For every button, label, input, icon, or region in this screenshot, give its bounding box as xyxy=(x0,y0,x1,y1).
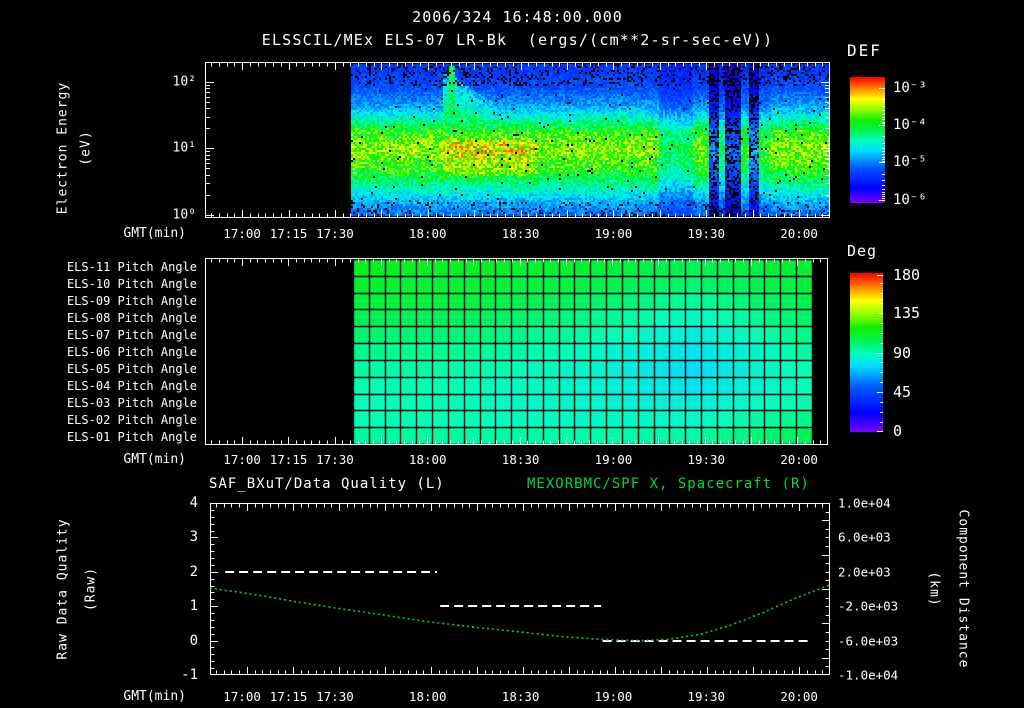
time-tick-label: 19:30 xyxy=(687,452,726,467)
pitch-row-label: ELS-06 Pitch Angle xyxy=(66,344,197,359)
energy-tick-label: 10⁰ xyxy=(172,207,196,223)
quality-tick-label: 3 xyxy=(189,529,198,546)
time-tick-label: 17:30 xyxy=(316,226,354,241)
deg-colorbar xyxy=(850,273,883,432)
pitch-row-label: ELS-05 Pitch Angle xyxy=(66,361,197,376)
time-tick-labels-bottom: 17:00 17:15 17:30 18:00 18:30 19:00 19:30 20:00 xyxy=(205,689,830,705)
spectrogram-ylabel: Electron Energy xyxy=(55,81,71,215)
time-tick-label: 17:00 xyxy=(223,452,261,467)
deg-colorbar-tick-label: 180 xyxy=(893,265,921,284)
time-tick-label: 17:00 xyxy=(223,226,261,241)
time-tick-label: 17:30 xyxy=(316,689,354,704)
pitch-row-label: ELS-09 Pitch Angle xyxy=(66,293,197,308)
deg-colorbar-title: Deg xyxy=(847,242,878,260)
deg-colorbar-tick-label: 135 xyxy=(893,303,921,322)
quality-tick-label: 1 xyxy=(189,598,198,615)
plot-subtitle: ELSSCIL/MEx ELS-07 LR-Bk (ergs/(cm**2-sr… xyxy=(261,31,774,49)
bottom-ylabel-right: Component Distance xyxy=(955,509,971,669)
def-colorbar-title: DEF xyxy=(847,41,882,60)
distance-tick-label: 2.0e+03 xyxy=(838,564,891,580)
time-tick-label: 18:30 xyxy=(501,689,540,704)
time-tick-label: 18:30 xyxy=(501,226,540,241)
time-tick-label: 17:15 xyxy=(269,452,308,467)
distance-tick-label: 6.0e+03 xyxy=(838,529,891,545)
pitch-row-label: ELS-04 Pitch Angle xyxy=(66,378,197,393)
energy-tick-label: 10¹ xyxy=(172,140,196,156)
bottom-title-right: MEXORBMC/SPF X, Spacecraft (R) xyxy=(527,476,810,492)
def-colorbar-tick-label: 10⁻⁶ xyxy=(893,191,927,208)
deg-colorbar-tick-label: 0 xyxy=(893,422,903,441)
deg-colorbar-tick-label: 90 xyxy=(893,343,912,362)
quality-tick-label: 4 xyxy=(189,495,198,511)
time-tick-label: 18:30 xyxy=(501,452,540,467)
gmt-axis-label-middle: GMT(min) xyxy=(123,452,186,467)
distance-tick-label: -6.0e+03 xyxy=(838,633,899,649)
time-tick-labels-middle: 17:00 17:15 17:30 18:00 18:30 19:00 19:30 20:00 xyxy=(205,452,830,468)
pitch-angle-grid-canvas xyxy=(205,258,828,445)
pitch-row-label: ELS-01 Pitch Angle xyxy=(66,429,197,444)
time-tick-labels-top: 17:00 17:15 17:30 18:00 18:30 19:00 19:30 20:00 xyxy=(205,226,830,242)
bottom-ylabel-right-units: (km) xyxy=(926,571,942,607)
bottom-left-tick-labels: 4 3 2 1 0 -1 xyxy=(148,495,198,683)
def-colorbar xyxy=(850,77,885,203)
def-colorbar-tick-labels: 10⁻³ 10⁻⁴ 10⁻⁵ 10⁻⁶ xyxy=(893,77,963,208)
page-title: 2006/324 16:48:00.000 xyxy=(412,8,623,26)
gmt-axis-label-bottom: GMT(min) xyxy=(123,689,186,704)
time-tick-label: 17:30 xyxy=(316,452,354,467)
deg-colorbar-tick-label: 45 xyxy=(893,383,912,402)
time-tick-label: 19:00 xyxy=(594,226,633,241)
energy-tick-label: 10² xyxy=(172,74,196,90)
pitch-row-label: ELS-10 Pitch Angle xyxy=(66,276,197,291)
def-colorbar-tick-label: 10⁻⁴ xyxy=(893,117,927,134)
time-tick-label: 20:00 xyxy=(780,689,818,704)
time-tick-label: 17:00 xyxy=(223,689,261,704)
pitch-row-label: ELS-08 Pitch Angle xyxy=(66,310,197,325)
time-tick-label: 19:00 xyxy=(594,452,633,467)
deg-colorbar-tick-labels: 180 135 90 45 0 xyxy=(893,266,953,441)
pitch-row-labels: ELS-11 Pitch Angle ELS-10 Pitch Angle ELS-… xyxy=(0,258,197,445)
bottom-title-left: SAF_BXuT/Data Quality (L) xyxy=(209,476,445,492)
pitch-row-label: ELS-07 Pitch Angle xyxy=(66,327,197,342)
time-tick-label: 20:00 xyxy=(780,452,818,467)
time-tick-label: 17:15 xyxy=(269,689,308,704)
pitch-row-label: ELS-02 Pitch Angle xyxy=(66,412,197,427)
time-tick-label: 20:00 xyxy=(780,226,818,241)
time-tick-label: 18:00 xyxy=(408,226,447,241)
distance-tick-label: -2.0e+03 xyxy=(838,598,899,614)
distance-tick-label: 1.0e+04 xyxy=(838,495,891,511)
quality-tick-label: 0 xyxy=(189,632,198,649)
gmt-axis-label-top: GMT(min) xyxy=(123,226,186,241)
time-tick-label: 19:00 xyxy=(594,689,633,704)
quality-tick-label: -1 xyxy=(181,667,198,683)
time-tick-label: 18:00 xyxy=(408,452,447,467)
quality-distance-plot-canvas xyxy=(210,503,830,675)
spectrogram-ytick-labels: 10² 10¹ 10⁰ xyxy=(148,62,196,222)
spectrogram-ylabel-units: (eV) xyxy=(78,130,94,166)
time-tick-label: 18:00 xyxy=(408,689,447,704)
time-tick-label: 17:15 xyxy=(269,226,308,241)
quality-tick-label: 2 xyxy=(189,563,198,580)
electron-spectrogram-canvas xyxy=(205,62,830,218)
bottom-ylabel-left-units: (Raw) xyxy=(83,566,99,612)
def-colorbar-tick-label: 10⁻⁵ xyxy=(893,154,927,171)
bottom-right-tick-labels: 1.0e+04 6.0e+03 2.0e+03 -2.0e+03 -6.0e+03 -1.… xyxy=(838,496,918,683)
pitch-row-label: ELS-11 Pitch Angle xyxy=(66,259,197,274)
pitch-row-label: ELS-03 Pitch Angle xyxy=(66,395,197,410)
bottom-ylabel-left: Raw Data Quality xyxy=(55,518,71,660)
time-tick-label: 19:30 xyxy=(687,226,726,241)
distance-tick-label: -1.0e+04 xyxy=(838,667,899,683)
time-tick-label: 19:30 xyxy=(687,689,726,704)
def-colorbar-tick-label: 10⁻³ xyxy=(893,79,927,96)
